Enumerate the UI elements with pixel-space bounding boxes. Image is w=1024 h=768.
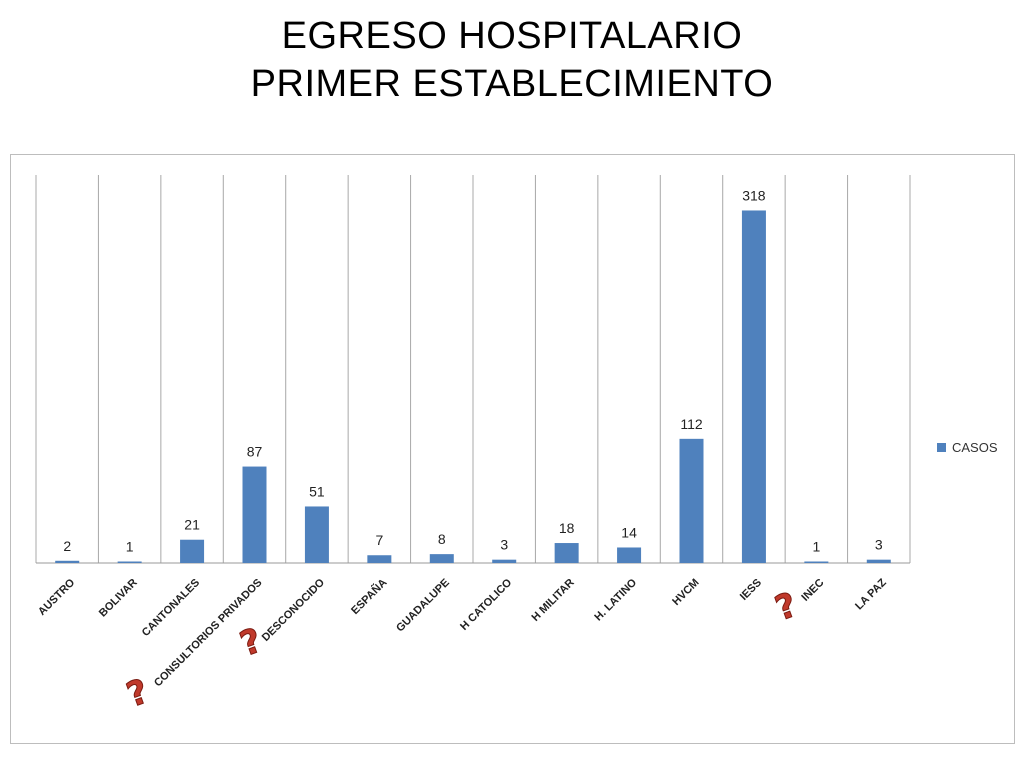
- tick-label: IESS: [738, 577, 764, 603]
- bar: [367, 555, 392, 563]
- bar: [866, 559, 891, 563]
- tick-label: ESPAÑA: [348, 576, 389, 617]
- bar: [429, 554, 454, 563]
- tick-label: H MILITAR: [530, 577, 577, 624]
- question-mark-icon: ?: [770, 585, 802, 629]
- data-label: 7: [375, 532, 383, 548]
- title-line-2: PRIMER ESTABLECIMIENTO: [250, 63, 774, 105]
- legend-swatch-casos: [937, 443, 946, 452]
- tick-label: GUADALUPE: [394, 577, 452, 635]
- data-label: 3: [875, 537, 883, 553]
- bar: [741, 210, 766, 563]
- data-label: 2: [63, 538, 71, 554]
- bar: [679, 438, 704, 563]
- tick-label: H. LATINO: [592, 576, 639, 623]
- title-line-1: EGRESO HOSPITALARIO: [281, 15, 743, 57]
- bar: [492, 559, 517, 563]
- tick-label: H CATOLICO: [458, 576, 514, 632]
- data-label: 1: [812, 539, 820, 555]
- bar: [804, 561, 829, 563]
- tick-label: DESCONOCIDO: [260, 576, 328, 644]
- data-label: 51: [309, 483, 325, 499]
- tick-label: INEC: [799, 577, 826, 604]
- chart-legend: CASOS: [937, 440, 998, 455]
- data-label: 87: [247, 444, 263, 460]
- data-label: 18: [559, 520, 575, 536]
- tick-label: LA PAZ: [853, 576, 889, 612]
- legend-label-casos: CASOS: [952, 440, 998, 455]
- question-mark-icon: ?: [235, 620, 267, 664]
- question-mark-icon: ?: [122, 671, 154, 715]
- bar: [617, 547, 642, 563]
- tick-label: BOLIVAR: [97, 577, 140, 620]
- data-label: 21: [184, 517, 200, 533]
- bar: [304, 506, 329, 563]
- tick-label: HVCM: [670, 577, 701, 608]
- tick-label: AUSTRO: [36, 576, 78, 618]
- bar: [554, 543, 579, 563]
- tick-label: CANTONALES: [140, 577, 202, 639]
- slide-title: EGRESO HOSPITALARIO PRIMER ESTABLECIMIEN…: [0, 12, 1024, 108]
- data-label: 112: [680, 416, 703, 432]
- data-label: 318: [742, 187, 766, 203]
- data-label: 14: [621, 524, 637, 540]
- bar: [242, 466, 267, 563]
- data-label: 3: [500, 537, 508, 553]
- bar: [180, 539, 205, 563]
- bar: [55, 560, 80, 563]
- data-label: 8: [438, 531, 446, 547]
- data-label: 1: [126, 539, 134, 555]
- bar: [117, 561, 142, 563]
